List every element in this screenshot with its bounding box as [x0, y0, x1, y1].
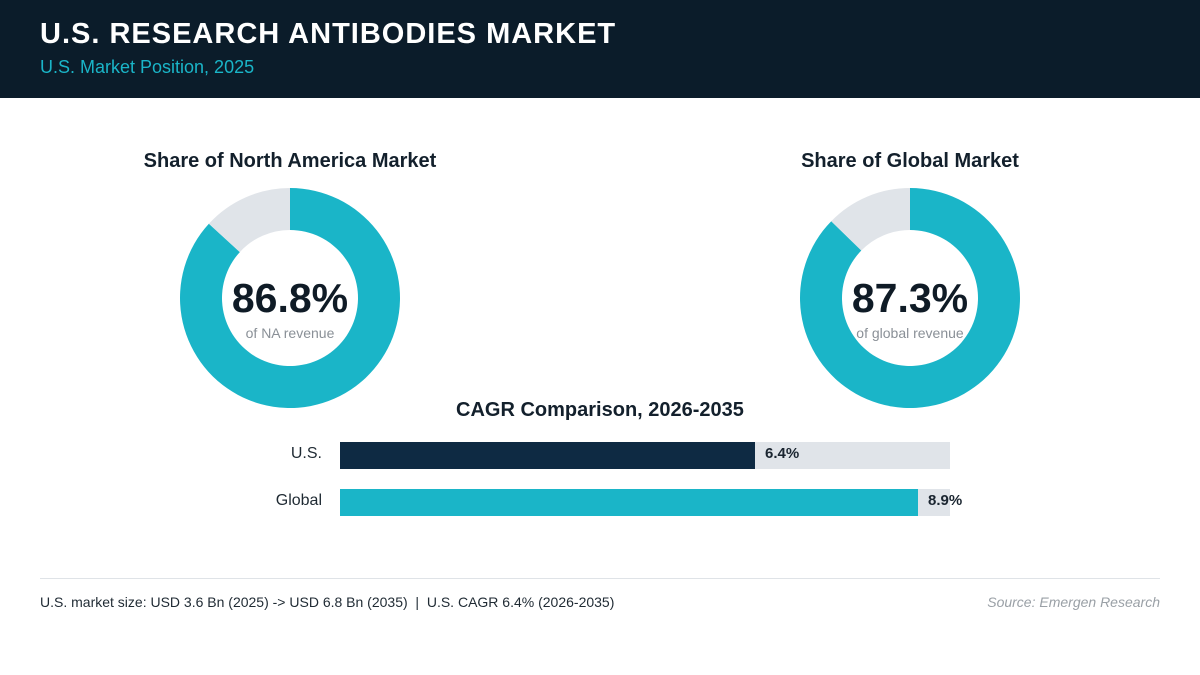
donut-svg — [180, 188, 400, 408]
bar-value-label: 8.9% — [928, 492, 963, 509]
page-subtitle: U.S. Market Position, 2025 — [40, 57, 255, 77]
donut-slice-remainder — [831, 188, 910, 251]
donut-title: Share of North America Market — [143, 150, 437, 172]
donut-slice-remainder — [208, 188, 290, 253]
bar-track — [340, 489, 950, 516]
donut-center-value: 86.8% — [231, 275, 349, 321]
donut-center-value: 87.3% — [851, 275, 969, 321]
donut-chart-global: Share of Global Market 87.3% of global r… — [710, 150, 1110, 410]
footer-divider — [40, 578, 1160, 579]
bar-row-global: Global 8.9% — [0, 488, 1200, 516]
bar-chart-title: CAGR Comparison, 2026-2035 — [456, 399, 744, 421]
donut-slice-share — [800, 188, 1020, 408]
footer-note: U.S. market size: USD 3.6 Bn (2025) -> U… — [40, 594, 615, 610]
bar-row-us: U.S. 6.4% — [0, 441, 1200, 469]
donut-chart-north-america: Share of North America Market 86.8% of N… — [90, 150, 490, 410]
header-banner: U.S. RESEARCH ANTIBODIES MARKET U.S. Mar… — [0, 0, 1200, 98]
donut-title: Share of Global Market — [801, 150, 1019, 172]
bar-category-label: U.S. — [290, 445, 322, 462]
donut-center-caption: of global revenue — [856, 325, 964, 341]
bar-track — [340, 442, 950, 469]
bar-fill — [340, 442, 755, 469]
bar-fill — [340, 489, 918, 516]
bar-category-label: Global — [275, 492, 322, 509]
donut-svg — [800, 188, 1020, 408]
page-title: U.S. RESEARCH ANTIBODIES MARKET — [40, 18, 617, 50]
bar-value-label: 6.4% — [765, 445, 800, 462]
source-credit: Source: Emergen Research — [987, 594, 1160, 610]
donut-center-caption: of NA revenue — [245, 325, 335, 341]
donut-slice-share — [180, 188, 400, 408]
